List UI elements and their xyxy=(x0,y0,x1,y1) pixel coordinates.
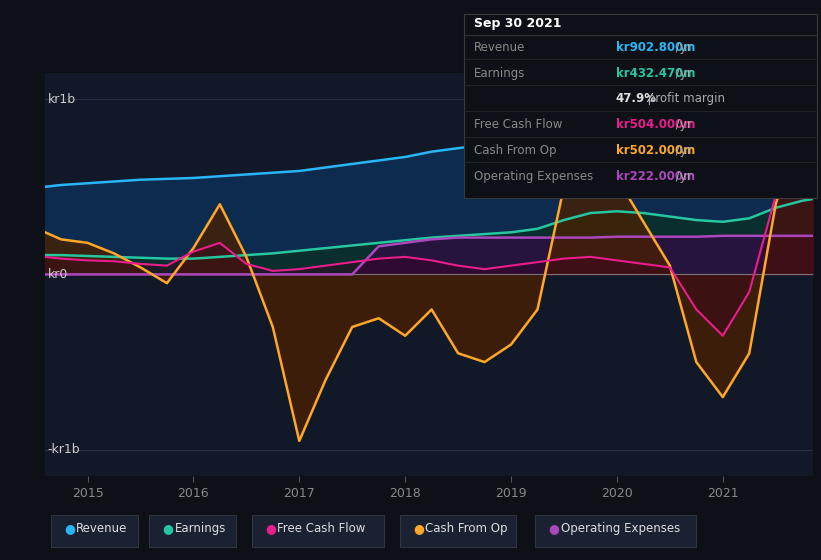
Text: /yr: /yr xyxy=(672,118,691,131)
Text: Cash From Op: Cash From Op xyxy=(474,144,556,157)
Text: Sep 30 2021: Sep 30 2021 xyxy=(474,17,562,30)
Text: Revenue: Revenue xyxy=(76,522,128,535)
Text: kr0: kr0 xyxy=(48,268,68,281)
Text: ●: ● xyxy=(163,522,173,535)
Text: ●: ● xyxy=(64,522,75,535)
Text: kr432.470m: kr432.470m xyxy=(616,67,695,80)
Text: Free Cash Flow: Free Cash Flow xyxy=(277,522,366,535)
Text: /yr: /yr xyxy=(672,67,691,80)
Text: /yr: /yr xyxy=(672,41,691,54)
Text: ●: ● xyxy=(413,522,424,535)
Text: -kr1b: -kr1b xyxy=(48,443,80,456)
Text: ●: ● xyxy=(548,522,559,535)
Text: kr222.000m: kr222.000m xyxy=(616,170,695,183)
Text: Earnings: Earnings xyxy=(474,67,525,80)
Text: /yr: /yr xyxy=(672,144,691,157)
Text: ●: ● xyxy=(265,522,276,535)
Text: Operating Expenses: Operating Expenses xyxy=(474,170,593,183)
Text: Revenue: Revenue xyxy=(474,41,525,54)
Text: kr502.000m: kr502.000m xyxy=(616,144,695,157)
Text: profit margin: profit margin xyxy=(644,92,725,105)
Text: Cash From Op: Cash From Op xyxy=(425,522,507,535)
Text: kr1b: kr1b xyxy=(48,92,76,106)
Text: Earnings: Earnings xyxy=(175,522,227,535)
Text: /yr: /yr xyxy=(672,170,691,183)
Text: kr504.000m: kr504.000m xyxy=(616,118,695,131)
Text: 47.9%: 47.9% xyxy=(616,92,657,105)
Text: Operating Expenses: Operating Expenses xyxy=(561,522,680,535)
Text: kr902.800m: kr902.800m xyxy=(616,41,695,54)
Text: Free Cash Flow: Free Cash Flow xyxy=(474,118,562,131)
